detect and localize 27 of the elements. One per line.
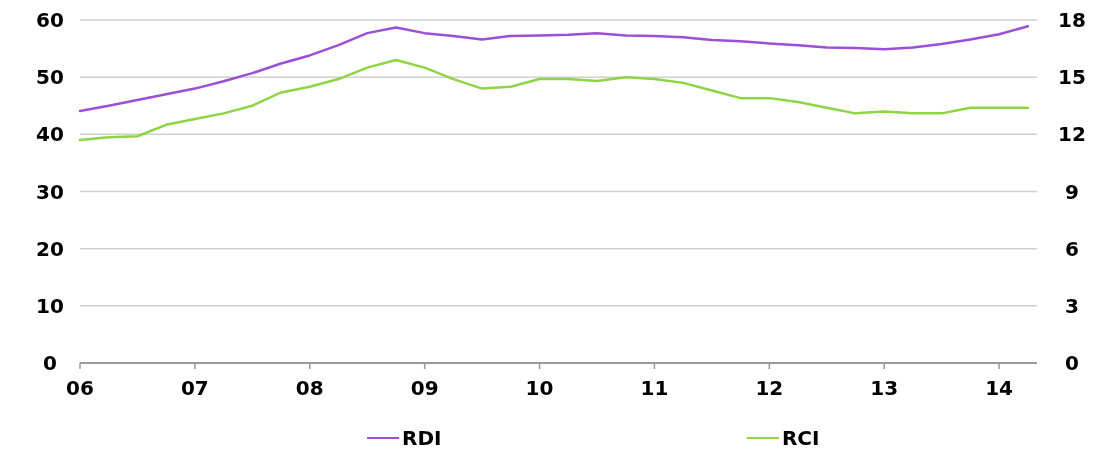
x-tick-label: 08 — [295, 376, 324, 400]
legend-label: RDI — [402, 426, 442, 450]
y2-tick-label: 3 — [1065, 293, 1079, 318]
line-series — [78, 58, 1030, 142]
line-series — [78, 25, 1030, 113]
x-tick-label: 10 — [525, 376, 554, 400]
legend-label: RCI — [781, 426, 820, 450]
y-tick-label: 50 — [36, 65, 64, 90]
y-tick-label: 0 — [43, 351, 57, 375]
y2-tick-label: 9 — [1065, 179, 1079, 204]
x-tick-label: 09 — [410, 376, 439, 400]
y2-tick-label: 6 — [1065, 236, 1079, 261]
y-tick-label: 60 — [36, 8, 64, 32]
y-tick-label: 40 — [36, 122, 64, 147]
y-tick-label: 10 — [36, 293, 64, 318]
y2-tick-label: 18 — [1058, 8, 1086, 32]
x-tick-label: 06 — [66, 376, 94, 400]
x-tick-label: 11 — [640, 376, 669, 400]
x-tick-label: 13 — [870, 376, 899, 400]
x-tick-label: 14 — [985, 376, 1014, 400]
y2-tick-label: 0 — [1065, 351, 1079, 375]
x-tick-label: 12 — [755, 376, 784, 400]
y2-tick-label: 12 — [1058, 122, 1086, 147]
y-tick-label: 30 — [36, 179, 64, 204]
x-tick-label: 07 — [180, 376, 209, 400]
y-tick-label: 20 — [36, 236, 64, 261]
y2-tick-label: 15 — [1058, 65, 1086, 90]
